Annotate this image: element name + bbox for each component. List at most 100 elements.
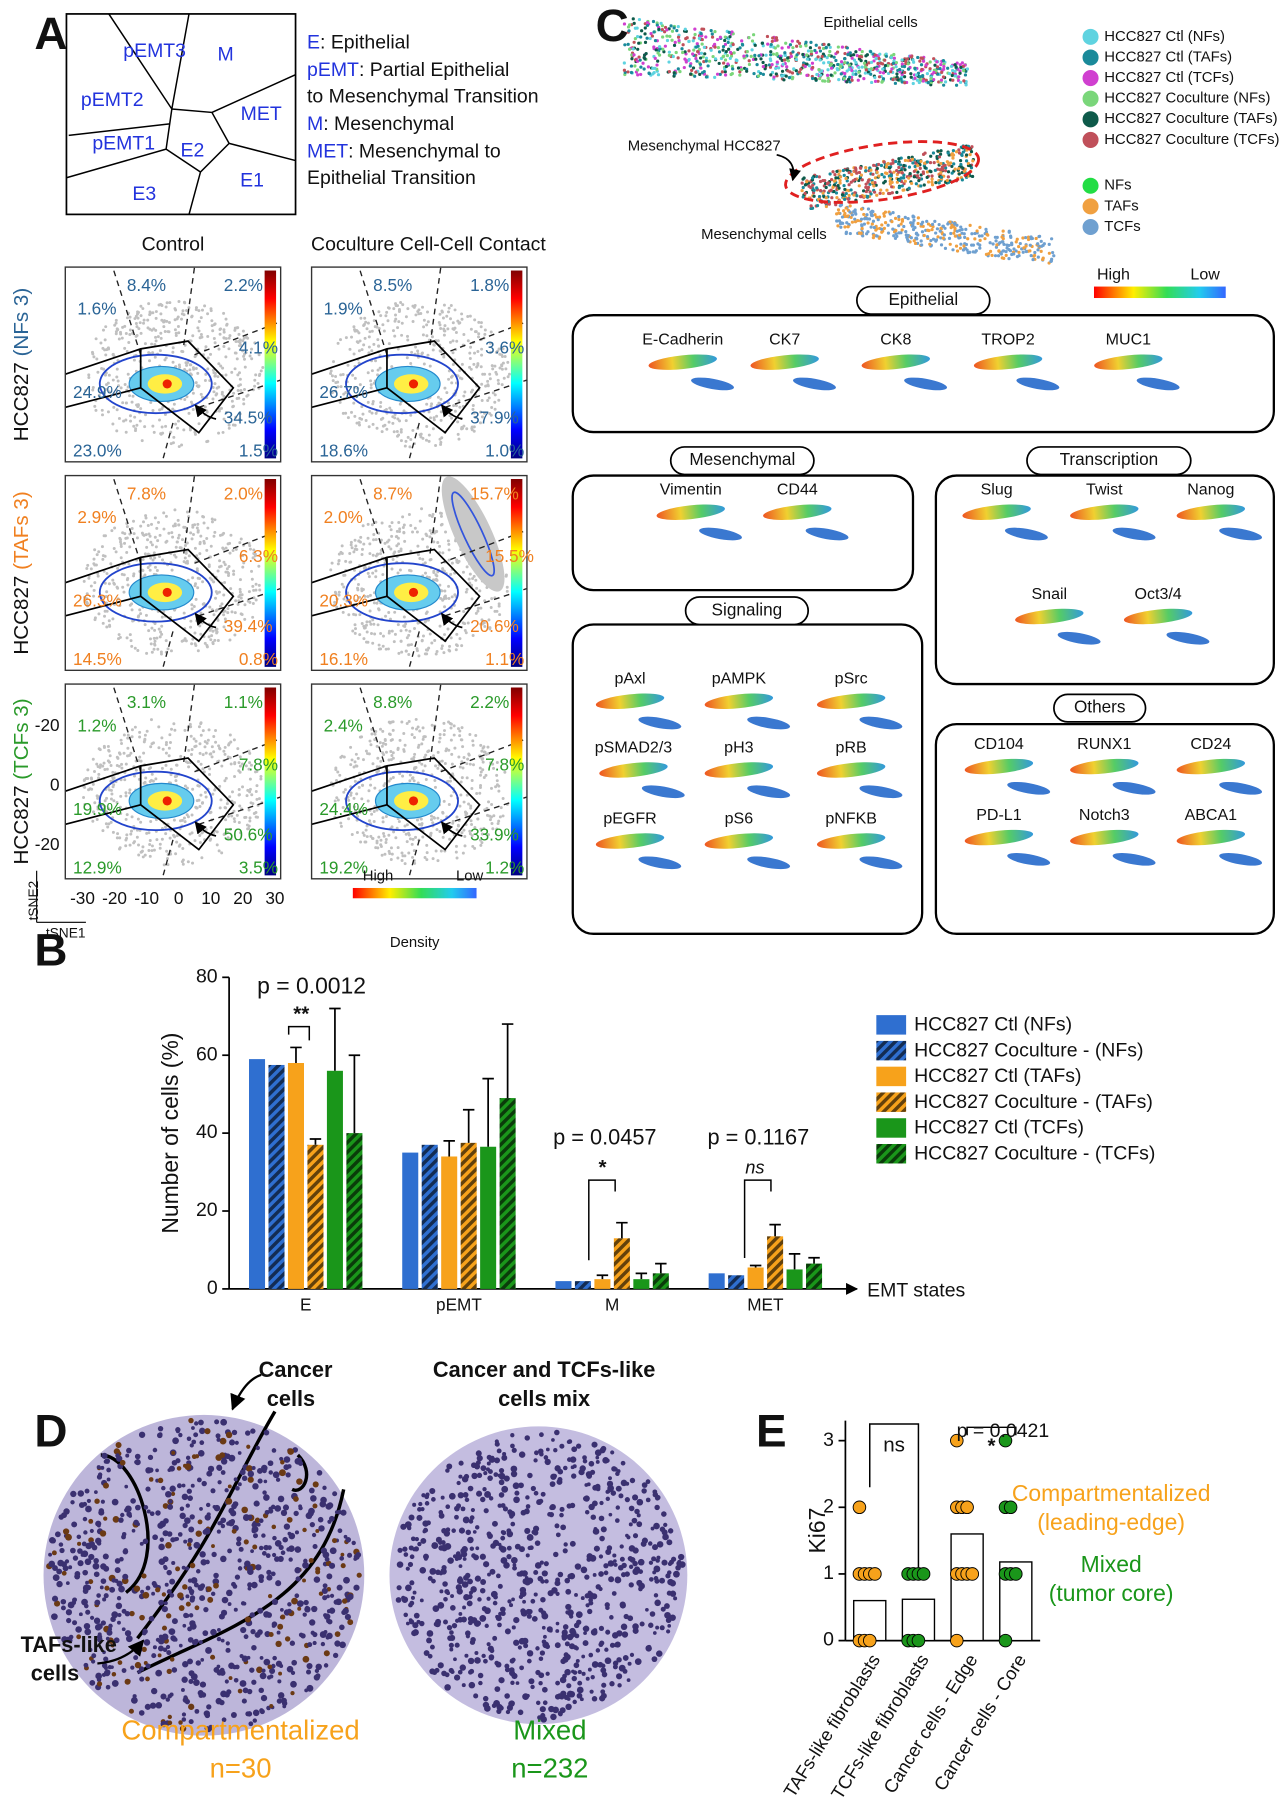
cell-dot: [438, 830, 441, 833]
nucleus: [656, 1650, 662, 1656]
cell-dot: [396, 326, 399, 329]
cell-dot: [143, 319, 146, 322]
colorbar: [511, 271, 522, 459]
nucleus: [353, 1557, 357, 1561]
nucleus: [304, 1689, 308, 1693]
cell-dot: [357, 341, 360, 344]
nucleus: [226, 1590, 233, 1597]
cell-dot: [375, 412, 378, 415]
percent-label: 0.8%: [239, 649, 278, 669]
nucleus: [234, 1477, 238, 1481]
nucleus: [450, 1605, 456, 1611]
percent-label: 20.6%: [470, 616, 519, 636]
cell-dot: [116, 586, 119, 589]
cell-dot: [173, 307, 176, 310]
nucleus: [77, 1542, 81, 1546]
nucleus: [565, 1704, 571, 1710]
cell-dot: [255, 784, 258, 787]
nucleus: [402, 1547, 407, 1552]
nucleus: [68, 1565, 72, 1569]
cell-dot: [218, 348, 221, 351]
cell-dot: [358, 633, 361, 636]
nucleus: [171, 1561, 175, 1565]
cell-dot: [160, 337, 163, 340]
cell-dot: [433, 418, 436, 421]
nucleus: [310, 1522, 315, 1527]
nucleus: [455, 1643, 460, 1648]
nucleus: [125, 1679, 131, 1685]
cell-dot: [125, 332, 128, 335]
nucleus: [153, 1448, 158, 1453]
cell-dot: [357, 540, 360, 543]
cell-dot: [211, 324, 214, 327]
nucleus: [116, 1442, 122, 1448]
cell-dot: [505, 575, 508, 578]
nucleus: [255, 1564, 261, 1570]
cell-dot: [129, 414, 132, 417]
nucleus: [566, 1683, 571, 1688]
cell-dot: [147, 831, 150, 834]
nucleus: [601, 1526, 607, 1532]
nucleus: [471, 1508, 475, 1512]
nucleus: [211, 1544, 215, 1548]
cell-dot: [737, 66, 740, 69]
nucleus: [77, 1535, 82, 1540]
cell-dot: [387, 647, 390, 650]
cell-dot: [129, 633, 132, 636]
cell-dot: [189, 531, 192, 534]
cell-dot: [147, 524, 150, 527]
nucleus: [592, 1696, 598, 1702]
nucleus: [295, 1530, 299, 1534]
cell-dot: [400, 548, 403, 551]
cell-dot: [418, 730, 421, 733]
nucleus: [593, 1628, 597, 1632]
cell-dot: [369, 743, 372, 746]
nucleus: [604, 1648, 608, 1652]
nucleus: [247, 1656, 251, 1660]
nucleus: [341, 1553, 345, 1557]
cell-dot: [385, 815, 388, 818]
nucleus: [518, 1482, 524, 1488]
cell-dot: [248, 590, 251, 593]
cell-dot: [457, 438, 460, 441]
cell-dot: [440, 419, 443, 422]
cell-dot: [188, 412, 191, 415]
cell-dot: [164, 541, 167, 544]
cell-dot: [228, 795, 231, 798]
nucleus: [183, 1695, 187, 1699]
nucleus: [262, 1490, 266, 1494]
cell-dot: [362, 758, 365, 761]
cell-dot: [435, 415, 438, 418]
colorbar-horizontal: [353, 888, 477, 898]
nucleus: [291, 1660, 297, 1666]
cell-dot: [131, 401, 134, 404]
nucleus: [419, 1567, 426, 1574]
nucleus: [307, 1642, 312, 1647]
nucleus: [95, 1521, 101, 1527]
cell-dot: [479, 774, 482, 777]
cell-dot: [368, 575, 371, 578]
nucleus: [284, 1523, 290, 1529]
cell-dot: [206, 312, 209, 315]
nucleus: [493, 1595, 498, 1600]
nucleus: [444, 1530, 450, 1536]
nucleus: [489, 1496, 493, 1500]
nucleus: [220, 1670, 226, 1676]
nucleus: [583, 1626, 587, 1630]
nucleus: [596, 1648, 600, 1652]
nucleus: [474, 1657, 481, 1664]
cell-dot: [354, 623, 357, 626]
cell-dot: [137, 317, 140, 320]
cell-dot: [144, 514, 147, 517]
cell-dot: [159, 432, 162, 435]
cell-dot: [225, 547, 228, 550]
cell-dot: [115, 319, 118, 322]
cell-dot: [481, 399, 484, 402]
cell-dot: [368, 346, 371, 349]
cell-dot: [240, 597, 243, 600]
cell-dot: [96, 553, 99, 556]
cell-dot: [116, 368, 119, 371]
cell-dot: [194, 547, 197, 550]
nucleus: [562, 1636, 567, 1641]
nucleus: [632, 1518, 638, 1524]
